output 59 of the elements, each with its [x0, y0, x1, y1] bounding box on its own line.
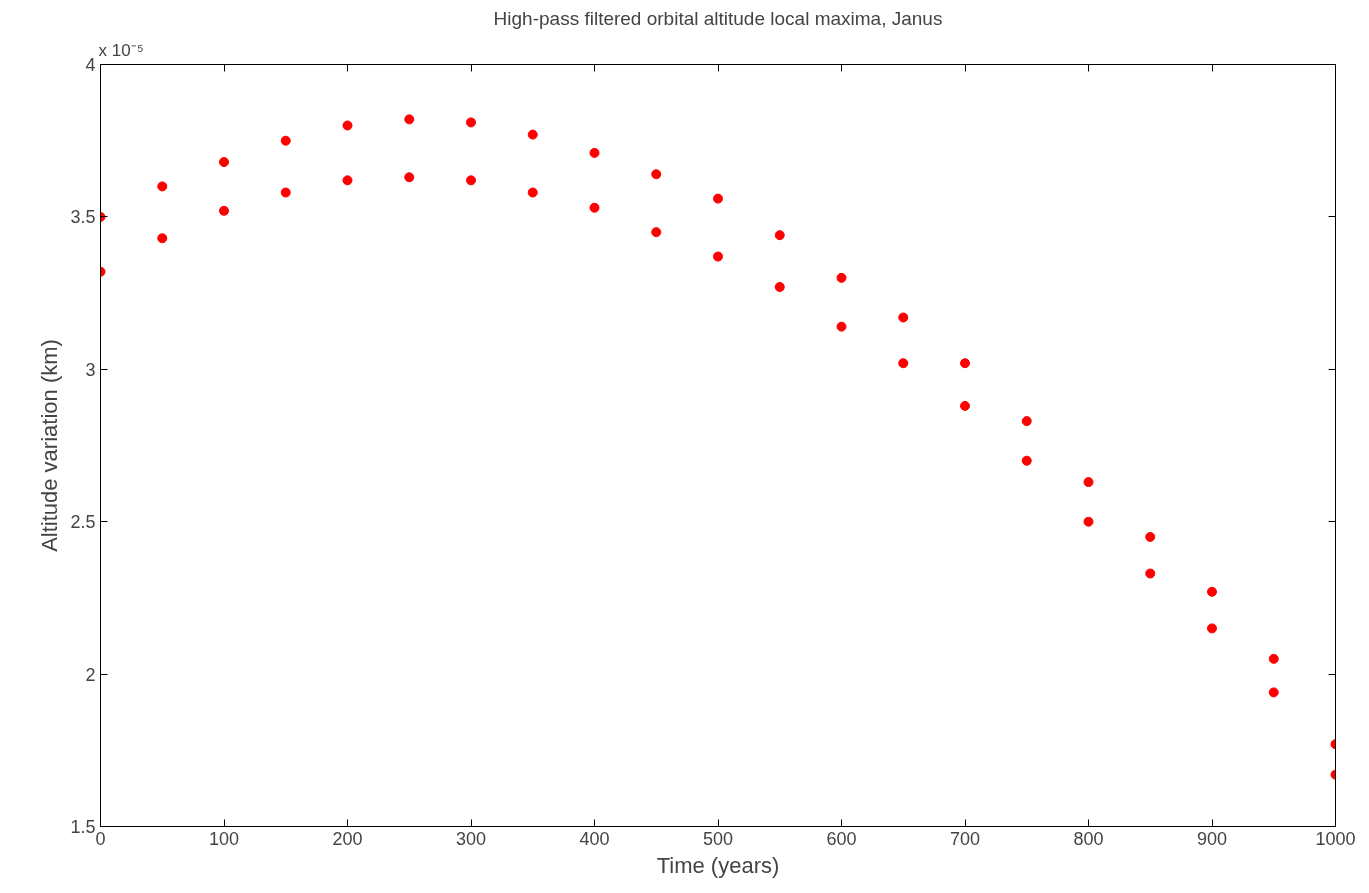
point: [898, 312, 909, 323]
point: [342, 175, 353, 186]
y-tick-label: 3.5: [70, 207, 96, 228]
point: [280, 187, 291, 198]
point: [836, 321, 847, 332]
y-tick-label: 2: [85, 664, 96, 685]
point: [589, 202, 600, 213]
x-tick-label: 600: [826, 828, 857, 849]
y-tick-label: 1.5: [70, 817, 96, 837]
x-axis-title: Time (years): [656, 852, 780, 878]
point: [466, 117, 476, 128]
point: [219, 157, 229, 168]
point: [1207, 623, 1217, 634]
point: [1083, 516, 1094, 527]
point: [157, 233, 168, 244]
point: [1083, 477, 1094, 488]
point: [898, 358, 909, 369]
point: [1145, 531, 1156, 542]
point: [527, 129, 538, 140]
point: [651, 227, 662, 238]
x-tick-label: 300: [455, 828, 487, 849]
point: [527, 187, 538, 198]
chart-title: High-pass filtered orbital altitude local maxima, Janus: [493, 7, 943, 29]
x-tick-label: 800: [1073, 828, 1104, 849]
point: [342, 120, 353, 131]
text: x 10⁻⁵: [98, 40, 144, 60]
point: [404, 172, 415, 183]
point: [589, 147, 600, 158]
point: [1021, 455, 1032, 466]
y-tick-label: 2.5: [70, 512, 96, 533]
point: [960, 400, 970, 411]
point: [651, 169, 662, 180]
x-tick-label: 200: [332, 828, 363, 849]
point: [280, 135, 291, 146]
y-tick-label: 4: [85, 55, 96, 75]
point: [1207, 586, 1217, 597]
point: [774, 282, 785, 292]
x-tick-label: 400: [579, 828, 610, 849]
x-tick-label: 900: [1196, 828, 1228, 849]
y-axis-title: Altitude variation (km): [37, 339, 63, 552]
y-tick-label: 3: [85, 359, 96, 380]
point: [1145, 568, 1156, 579]
point: [1021, 416, 1032, 427]
point: [157, 181, 168, 192]
point: [713, 251, 723, 262]
point: [466, 175, 476, 186]
x-tick-label: 500: [702, 828, 734, 849]
x-tick-label: 700: [949, 828, 981, 849]
point: [1268, 687, 1279, 698]
x-tick-label: 100: [208, 828, 240, 849]
point: [404, 114, 415, 125]
point: [774, 230, 785, 241]
point: [960, 358, 970, 369]
point: [713, 193, 723, 204]
point: [219, 205, 229, 216]
point: [836, 272, 847, 283]
x-tick-label: 1000: [1315, 828, 1356, 849]
x-tick-label: 0: [95, 828, 106, 849]
point: [1268, 653, 1279, 664]
